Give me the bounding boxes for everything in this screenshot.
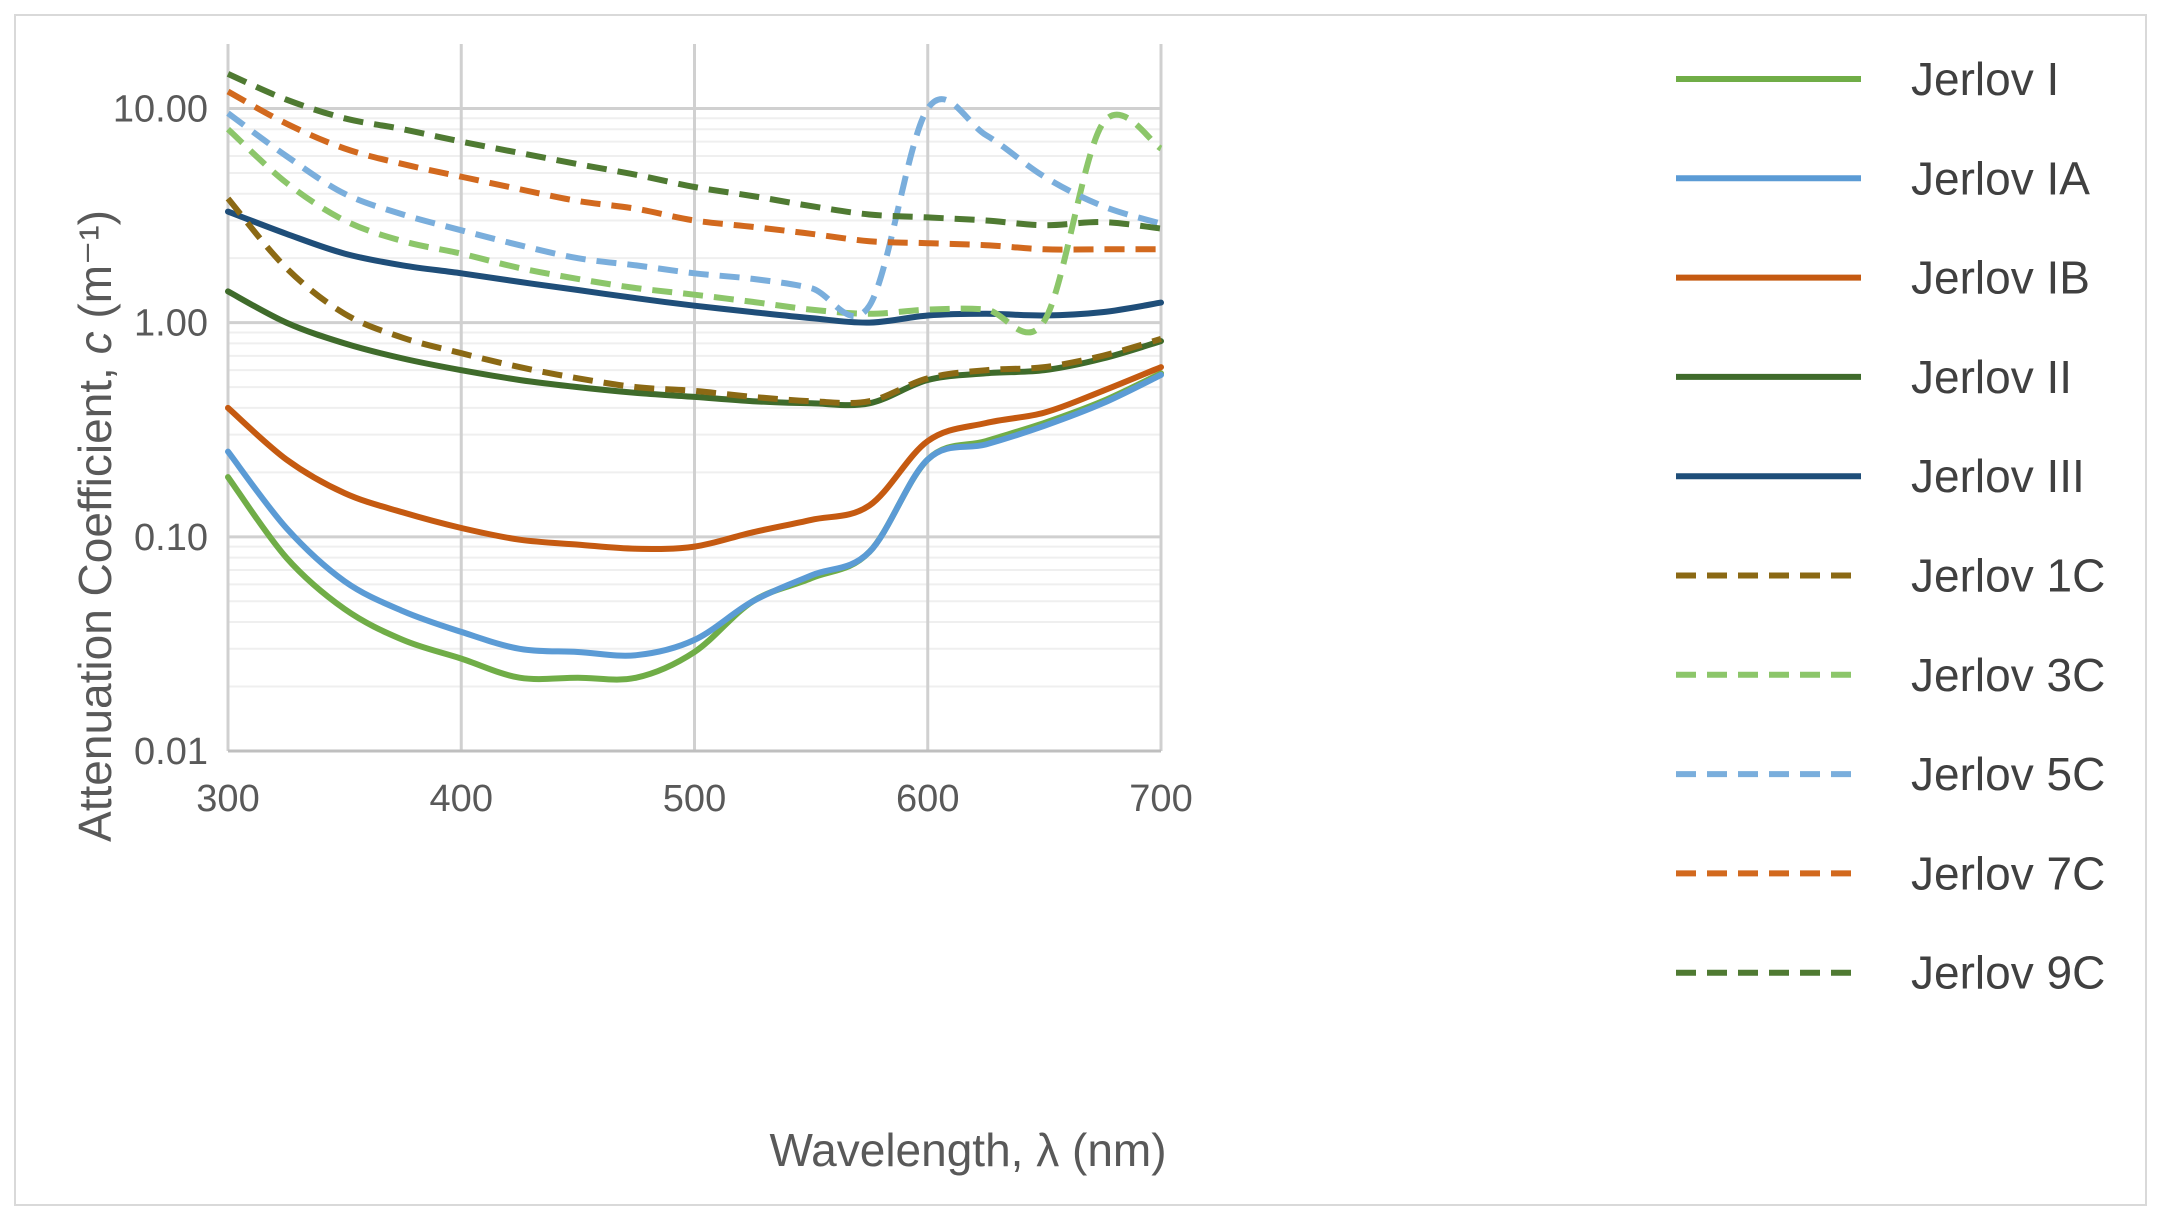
legend-item-jerlov-7c: Jerlov 7C	[1676, 847, 2105, 899]
series-line-jerlov-9c	[226, 71, 1162, 232]
legend-label: Jerlov I	[1911, 53, 2059, 105]
legend-item-jerlov-i: Jerlov I	[1676, 53, 2059, 105]
x-tick-label: 600	[896, 778, 959, 820]
series-line-jerlov-iii	[225, 208, 1164, 326]
legend-label: Jerlov II	[1911, 351, 2072, 403]
legend: Jerlov I Jerlov IA Jerlov IB Jerlov II Jerlo…	[1676, 53, 2105, 999]
legend-item-jerlov-3c: Jerlov 3C	[1676, 649, 2105, 701]
x-tick-label: 300	[196, 778, 259, 820]
y-axis-title-prefix: Attenuation Coefficient,	[69, 354, 121, 842]
legend-label: Jerlov IB	[1911, 252, 2090, 304]
y-axis-title: Attenuation Coefficient, c (m⁻¹)	[69, 210, 121, 842]
series-line-jerlov-7c	[226, 88, 1161, 253]
x-tick-label: 700	[1129, 778, 1192, 820]
y-tick-label: 10.00	[113, 88, 208, 130]
y-tick-labels: 0.01 0.10 1.00 10.00	[113, 88, 208, 773]
y-axis-title-unit: (m⁻¹)	[69, 210, 121, 331]
x-tick-label: 400	[430, 778, 493, 820]
legend-label: Jerlov 5C	[1911, 748, 2105, 800]
series-line-jerlov-ii	[225, 288, 1164, 409]
legend-item-jerlov-ib: Jerlov IB	[1676, 252, 2090, 304]
series-line-jerlov-3c	[225, 111, 1163, 336]
legend-label: Jerlov IA	[1911, 152, 2090, 204]
legend-label: Jerlov 1C	[1911, 550, 2105, 602]
legend-item-jerlov-ia: Jerlov IA	[1676, 152, 2090, 204]
series-line-jerlov-1c	[225, 196, 1162, 407]
legend-item-jerlov-9c: Jerlov 9C	[1676, 947, 2105, 999]
chart-svg: 0.01 0.10 1.00 10.00 300 400 500 600 700 Wavele…	[69, 44, 2105, 1176]
series-line-jerlov-ib	[225, 364, 1164, 552]
y-tick-label: 1.00	[134, 303, 208, 345]
series-line-jerlov-5c	[226, 96, 1162, 320]
legend-label: Jerlov 3C	[1911, 649, 2105, 701]
legend-label: Jerlov 9C	[1911, 947, 2105, 999]
x-tick-labels: 300 400 500 600 700	[196, 778, 1192, 820]
legend-label: Jerlov 7C	[1911, 847, 2105, 899]
x-tick-label: 500	[663, 778, 726, 820]
series-line-jerlov-ia	[225, 371, 1164, 659]
legend-item-jerlov-iii: Jerlov III	[1676, 450, 2085, 502]
chart-frame: 0.01 0.10 1.00 10.00 300 400 500 600 700 Wavele…	[14, 14, 2147, 1206]
legend-item-jerlov-ii: Jerlov II	[1676, 351, 2072, 403]
y-tick-label: 0.01	[134, 731, 208, 773]
x-axis-title: Wavelength, λ (nm)	[769, 1124, 1166, 1176]
y-axis-title-variable: c	[69, 331, 121, 354]
legend-item-jerlov-5c: Jerlov 5C	[1676, 748, 2105, 800]
series-layer	[225, 71, 1164, 683]
series-line-jerlov-i	[225, 370, 1164, 683]
legend-item-jerlov-1c: Jerlov 1C	[1676, 550, 2105, 602]
y-tick-label: 0.10	[134, 517, 208, 559]
legend-label: Jerlov III	[1911, 450, 2085, 502]
